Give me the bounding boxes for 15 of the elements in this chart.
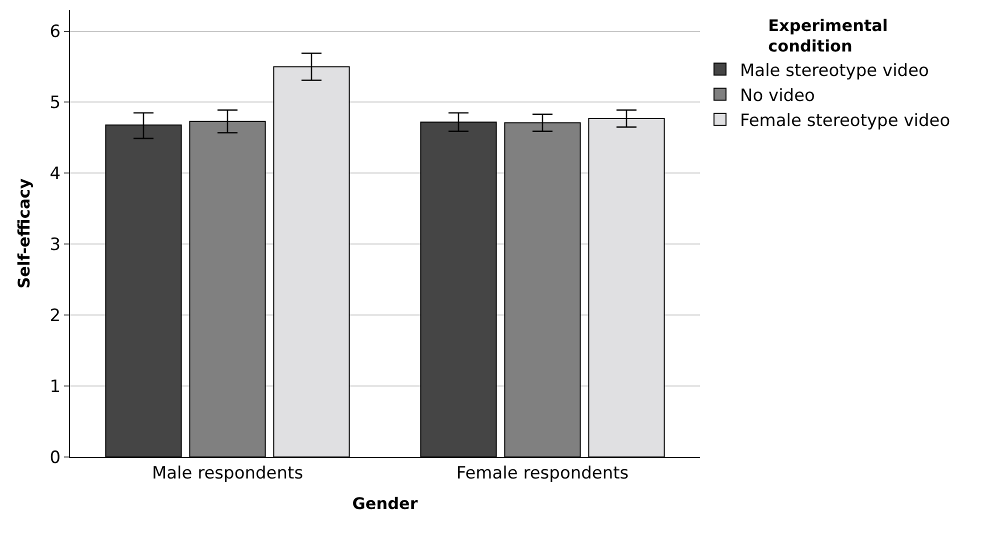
y-tick-label: 3 (50, 235, 61, 256)
legend-label: No video (740, 86, 815, 106)
y-tick-label: 6 (50, 22, 61, 42)
y-axis-title: Self-efficacy (14, 178, 34, 289)
legend-label: Female stereotype video (740, 110, 950, 131)
y-tick-label: 0 (50, 448, 61, 468)
legend-label: Male stereotype video (740, 60, 929, 81)
x-tick-label: Female respondents (456, 463, 629, 484)
y-tick-label: 1 (50, 377, 61, 397)
x-tick-label: Male respondents (152, 463, 304, 484)
y-tick-label: 4 (50, 164, 61, 184)
x-axis-title: Gender (352, 494, 418, 514)
y-tick-label: 5 (50, 93, 61, 114)
y-tick-label: 2 (50, 306, 61, 326)
legend-title: Experimental condition (768, 16, 888, 56)
